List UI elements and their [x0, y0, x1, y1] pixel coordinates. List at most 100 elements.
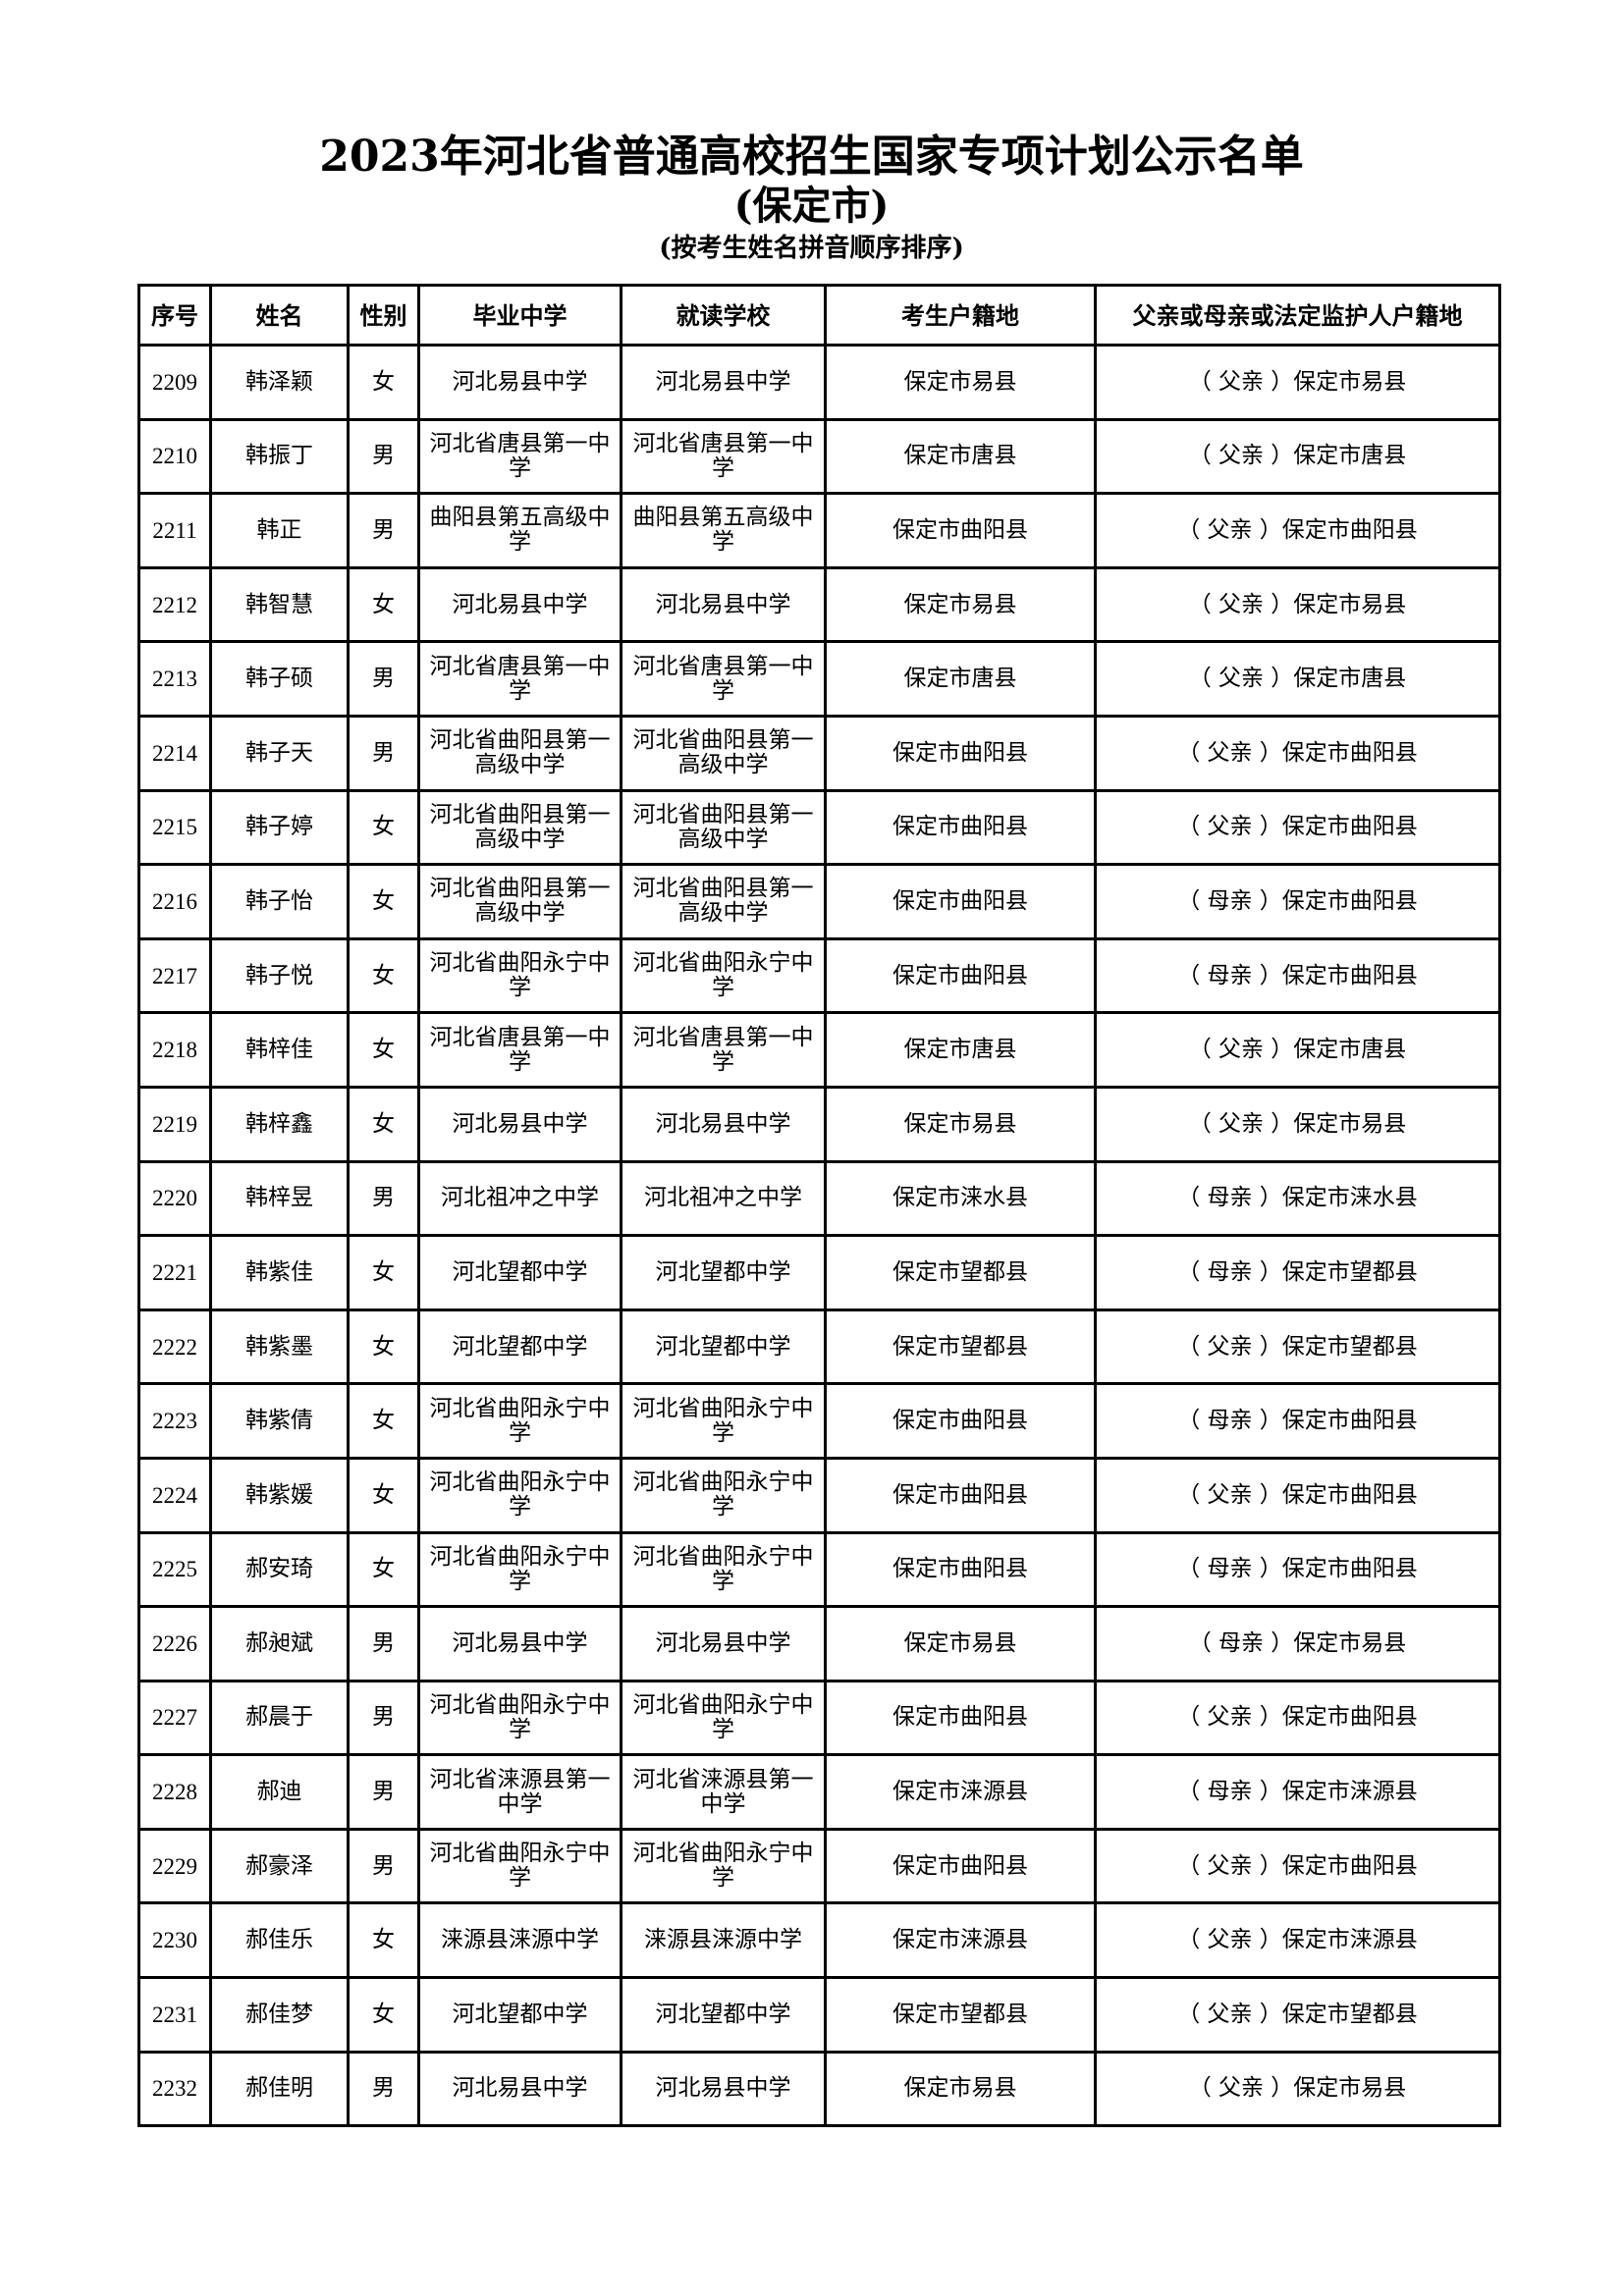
cell-guardian-residence: （ 母亲 ）保定市曲阳县 — [1094, 863, 1501, 940]
table-row: 2220 韩梓昱男河北祖冲之中学 河北祖冲之中学 保定市涞水县（ 母亲 ）保定市涞水县 — [137, 1159, 1501, 1238]
cell-serial-number: 2210 — [137, 417, 212, 496]
cell-candidate-residence: 保定市望都县 — [824, 1976, 1097, 2054]
cell-current-school: 涞源县涞源中学 — [620, 1901, 827, 1980]
cell-gender: 女 — [347, 565, 420, 644]
cell-serial-number: 2225 — [137, 1530, 212, 1609]
cell-serial-number: 2227 — [137, 1679, 212, 1757]
table-row: 2210 韩振丁男河北省唐县第一中学 河北省唐县第一中学 保定市唐县（ 父亲 ）保定市… — [137, 417, 1501, 496]
cell-candidate-residence: 保定市望都县 — [824, 1234, 1097, 1311]
cell-guardian-residence: （ 父亲 ）保定市曲阳县 — [1094, 788, 1501, 867]
cell-candidate-residence: 保定市曲阳县 — [824, 714, 1097, 792]
cell-gender: 女 — [347, 344, 420, 421]
cell-graduation-school: 河北祖冲之中学 — [417, 1159, 622, 1238]
cell-guardian-residence: （ 母亲 ）保定市涞水县 — [1094, 1159, 1501, 1238]
cell-candidate-residence: 保定市易县 — [824, 2050, 1097, 2128]
cell-gender: 女 — [347, 1976, 420, 2054]
table-row: 2228 郝迪男河北省涞源县第一中学 河北省涞源县第一中学 保定市涞源县（ 母亲 ）保… — [137, 1753, 1501, 1831]
table-row: 2230 郝佳乐女涞源县涞源中学 涞源县涞源中学 保定市涞源县（ 父亲 ）保定市涞源县 — [137, 1901, 1501, 1980]
cell-serial-number: 2230 — [137, 1901, 212, 1980]
cell-serial-number: 2216 — [137, 863, 212, 940]
cell-serial-number: 2222 — [137, 1308, 212, 1386]
cell-current-school: 河北省曲阳县第一高级中学 — [620, 714, 827, 792]
cell-graduation-school: 河北省曲阳永宁中学 — [417, 1382, 622, 1460]
cell-serial-number: 2215 — [137, 788, 212, 867]
cell-current-school: 河北省曲阳县第一高级中学 — [620, 788, 827, 867]
cell-name: 郝晨于 — [209, 1679, 350, 1757]
cell-gender: 男 — [347, 1605, 420, 1682]
cell-gender: 女 — [347, 1085, 420, 1163]
cell-name: 郝佳明 — [209, 2050, 350, 2128]
cell-gender: 女 — [347, 788, 420, 867]
cell-current-school: 河北易县中学 — [620, 2050, 827, 2128]
cell-graduation-school: 河北省曲阳县第一高级中学 — [417, 788, 622, 867]
cell-gender: 男 — [347, 714, 420, 792]
cell-guardian-residence: （ 母亲 ）保定市易县 — [1094, 1605, 1501, 1682]
cell-current-school: 河北省曲阳永宁中学 — [620, 1382, 827, 1460]
cell-name: 韩梓佳 — [209, 1011, 350, 1089]
cell-candidate-residence: 保定市易县 — [824, 1605, 1097, 1682]
table-row: 2211 韩正男曲阳县第五高级中学 曲阳县第五高级中学 保定市曲阳县（ 父亲 ）保定市… — [137, 492, 1501, 569]
cell-guardian-residence: （ 父亲 ）保定市曲阳县 — [1094, 1827, 1501, 1905]
cell-name: 韩紫佳 — [209, 1234, 350, 1311]
cell-guardian-residence: （ 父亲 ）保定市望都县 — [1094, 1976, 1501, 2054]
table-row: 2217 韩子悦女河北省曲阳永宁中学 河北省曲阳永宁中学 保定市曲阳县（ 母亲 ）保定… — [137, 936, 1501, 1015]
cell-candidate-residence: 保定市涞源县 — [824, 1753, 1097, 1831]
cell-name: 韩泽颖 — [209, 344, 350, 421]
cell-name: 郝安琦 — [209, 1530, 350, 1609]
cell-gender: 男 — [347, 2050, 420, 2128]
cell-graduation-school: 河北易县中学 — [417, 1085, 622, 1163]
cell-name: 韩紫媛 — [209, 1456, 350, 1534]
cell-name: 韩振丁 — [209, 417, 350, 496]
cell-serial-number: 2217 — [137, 936, 212, 1015]
cell-serial-number: 2232 — [137, 2050, 212, 2128]
cell-candidate-residence: 保定市唐县 — [824, 417, 1097, 496]
cell-graduation-school: 河北望都中学 — [417, 1976, 622, 2054]
column-header-candidate-residence: 考生户籍地 — [824, 284, 1097, 347]
cell-serial-number: 2221 — [137, 1234, 212, 1311]
column-header-graduation-school: 毕业中学 — [417, 284, 622, 347]
cell-name: 韩子天 — [209, 714, 350, 792]
cell-graduation-school: 河北省曲阳县第一高级中学 — [417, 714, 622, 792]
cell-serial-number: 2223 — [137, 1382, 212, 1460]
column-header-current-school: 就读学校 — [620, 284, 827, 347]
cell-name: 韩智慧 — [209, 565, 350, 644]
cell-graduation-school: 河北省唐县第一中学 — [417, 640, 622, 718]
cell-current-school: 河北望都中学 — [620, 1976, 827, 2054]
cell-gender: 男 — [347, 417, 420, 496]
cell-guardian-residence: （ 父亲 ）保定市唐县 — [1094, 640, 1501, 718]
cell-guardian-residence: （ 母亲 ）保定市望都县 — [1094, 1234, 1501, 1311]
cell-candidate-residence: 保定市曲阳县 — [824, 1679, 1097, 1757]
cell-serial-number: 2209 — [137, 344, 212, 421]
cell-gender: 男 — [347, 640, 420, 718]
cell-current-school: 河北易县中学 — [620, 565, 827, 644]
cell-current-school: 河北易县中学 — [620, 1605, 827, 1682]
cell-graduation-school: 河北望都中学 — [417, 1234, 622, 1311]
cell-current-school: 河北省曲阳永宁中学 — [620, 1530, 827, 1609]
cell-name: 郝佳梦 — [209, 1976, 350, 2054]
cell-current-school: 河北省曲阳永宁中学 — [620, 1679, 827, 1757]
cell-current-school: 河北省曲阳县第一高级中学 — [620, 863, 827, 940]
sort-note: (按考生姓名拼音顺序排序) — [659, 234, 964, 263]
cell-graduation-school: 河北省曲阳县第一高级中学 — [417, 863, 622, 940]
cell-current-school: 曲阳县第五高级中学 — [620, 492, 827, 569]
cell-current-school: 河北祖冲之中学 — [620, 1159, 827, 1238]
cell-candidate-residence: 保定市唐县 — [824, 1011, 1097, 1089]
table-row: 2231 郝佳梦女河北望都中学 河北望都中学 保定市望都县（ 父亲 ）保定市望都县 — [137, 1976, 1501, 2054]
cell-guardian-residence: （ 母亲 ）保定市曲阳县 — [1094, 1382, 1501, 1460]
cell-name: 韩子怡 — [209, 863, 350, 940]
cell-candidate-residence: 保定市曲阳县 — [824, 1382, 1097, 1460]
cell-current-school: 河北省曲阳永宁中学 — [620, 936, 827, 1015]
table-row: 2221 韩紫佳女河北望都中学 河北望都中学 保定市望都县（ 母亲 ）保定市望都县 — [137, 1234, 1501, 1311]
cell-graduation-school: 河北省曲阳永宁中学 — [417, 1530, 622, 1609]
document-subtitle: (保定市) — [733, 183, 890, 229]
cell-guardian-residence: （ 父亲 ）保定市曲阳县 — [1094, 1679, 1501, 1757]
table-row: 2213 韩子硕男河北省唐县第一中学 河北省唐县第一中学 保定市唐县（ 父亲 ）保定市… — [137, 640, 1501, 718]
table-row: 2216 韩子怡女河北省曲阳县第一高级中学 河北省曲阳县第一高级中学 保定市曲阳县（ … — [137, 863, 1501, 940]
cell-candidate-residence: 保定市唐县 — [824, 640, 1097, 718]
cell-candidate-residence: 保定市涞水县 — [824, 1159, 1097, 1238]
cell-candidate-residence: 保定市曲阳县 — [824, 788, 1097, 867]
document-title: 2023年河北省普通高校招生国家专项计划公示名单 — [319, 132, 1304, 182]
cell-name: 郝豪泽 — [209, 1827, 350, 1905]
table-row: 2215 韩子婷女河北省曲阳县第一高级中学 河北省曲阳县第一高级中学 保定市曲阳县（ … — [137, 788, 1501, 867]
cell-gender: 男 — [347, 1159, 420, 1238]
